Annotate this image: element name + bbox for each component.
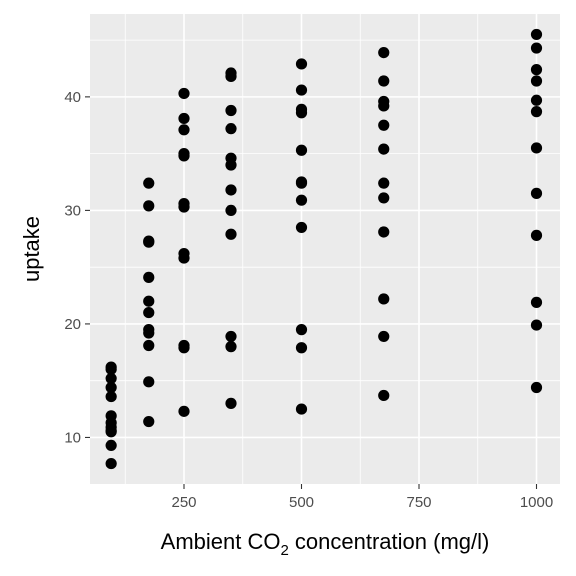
data-point <box>530 75 543 87</box>
data-point <box>295 403 308 415</box>
data-points <box>105 28 543 470</box>
data-point <box>143 376 155 388</box>
data-point <box>530 187 543 199</box>
data-point <box>178 201 190 213</box>
data-point <box>178 252 190 264</box>
data-point <box>225 228 237 240</box>
y-tick-label: 20 <box>64 316 81 333</box>
data-point <box>295 84 308 96</box>
data-point <box>225 341 237 353</box>
data-point <box>530 319 543 331</box>
data-point <box>295 194 308 206</box>
x-axis-ticks: 250 500 750 1000 <box>171 484 553 511</box>
data-point <box>225 70 237 83</box>
panel-background <box>90 14 560 484</box>
x-tick-label: 1000 <box>520 494 553 511</box>
data-point <box>378 119 390 131</box>
data-point <box>105 439 117 452</box>
data-point <box>105 381 117 394</box>
data-point <box>378 293 390 305</box>
data-point <box>143 236 155 248</box>
y-axis-title: uptake <box>19 216 44 282</box>
data-point <box>378 177 390 189</box>
x-tick-label: 250 <box>171 494 196 511</box>
data-point <box>225 330 237 343</box>
x-tick-label: 500 <box>289 494 314 511</box>
data-point <box>143 306 155 319</box>
data-point <box>225 123 237 135</box>
data-point <box>530 64 543 76</box>
data-point <box>530 42 543 54</box>
data-point <box>105 457 117 470</box>
y-tick-label: 30 <box>64 202 81 219</box>
data-point <box>378 100 390 112</box>
data-point <box>378 389 390 402</box>
data-point <box>530 142 543 154</box>
y-axis-ticks: 10 20 30 40 <box>64 89 90 446</box>
data-point <box>530 94 543 106</box>
data-point <box>225 397 237 409</box>
data-point <box>143 271 155 283</box>
data-point <box>178 405 190 417</box>
data-point <box>178 112 190 125</box>
data-point <box>225 159 237 171</box>
data-point <box>295 107 308 119</box>
data-point <box>225 204 237 217</box>
data-point <box>530 381 543 394</box>
y-tick-label: 10 <box>64 429 81 446</box>
data-point <box>295 221 308 234</box>
data-point <box>295 144 308 156</box>
data-point <box>378 46 390 59</box>
data-point <box>530 106 543 118</box>
data-point <box>378 330 390 343</box>
data-point <box>143 415 155 428</box>
data-point <box>143 295 155 307</box>
data-point <box>295 324 308 336</box>
data-point <box>178 150 190 162</box>
x-tick-label: 750 <box>406 494 431 511</box>
data-point <box>143 200 155 212</box>
data-point <box>143 327 155 339</box>
data-point <box>530 296 543 308</box>
data-point <box>295 58 308 70</box>
data-point <box>378 75 390 87</box>
data-point <box>225 184 237 196</box>
data-point <box>530 28 543 41</box>
y-tick-label: 40 <box>64 89 81 106</box>
data-point <box>530 229 543 241</box>
data-point <box>295 342 308 354</box>
data-point <box>143 177 155 189</box>
data-point <box>178 87 190 100</box>
data-point <box>105 361 117 373</box>
data-point <box>295 177 308 189</box>
data-point <box>105 372 117 385</box>
x-axis-title: Ambient CO2 concentration (mg/l) <box>161 529 490 559</box>
data-point <box>225 104 237 117</box>
data-point <box>143 339 155 352</box>
data-point <box>105 390 117 403</box>
data-point <box>178 342 190 354</box>
x-axis-title-subscript: 2 <box>280 542 288 559</box>
data-point <box>378 226 390 238</box>
data-point <box>178 124 190 136</box>
data-point <box>378 143 390 155</box>
data-point <box>378 192 390 204</box>
data-point <box>105 421 117 433</box>
